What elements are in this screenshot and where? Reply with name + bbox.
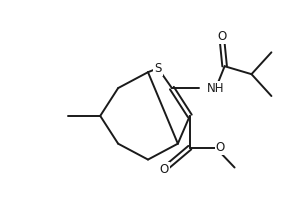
Text: O: O bbox=[159, 163, 168, 176]
Text: O: O bbox=[216, 141, 225, 154]
Text: S: S bbox=[154, 62, 162, 75]
Text: O: O bbox=[217, 30, 226, 43]
Text: NH: NH bbox=[207, 82, 224, 95]
